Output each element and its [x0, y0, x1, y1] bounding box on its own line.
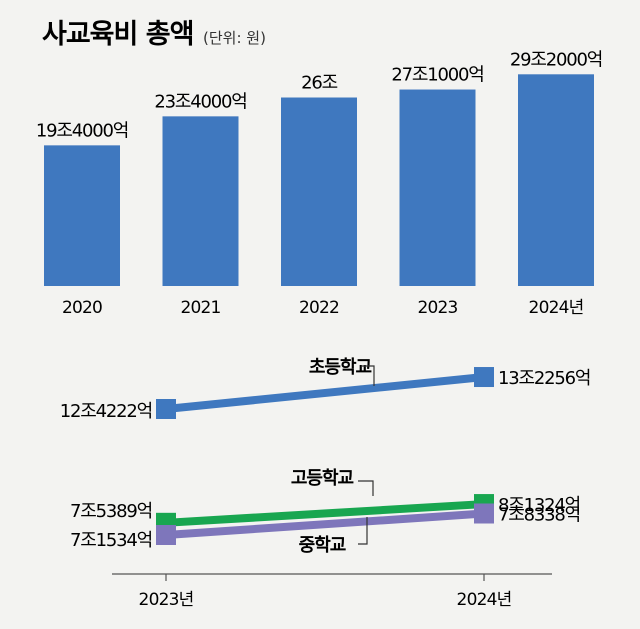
x-tick-label: 2024년: [529, 298, 584, 318]
bar-value-label: 19조4000억: [36, 120, 128, 141]
bar-2021: [162, 116, 239, 286]
bar-value-label: 23조4000억: [154, 91, 246, 112]
chart-title: 사교육비 총액: [42, 19, 193, 50]
x-tick-label: 2023년: [139, 590, 194, 610]
series-leader-line: [358, 480, 374, 496]
series-line-초등학교: [165, 373, 485, 413]
series-value-label: 7조8338억: [498, 504, 580, 525]
series-value-label: 7조5389억: [70, 501, 152, 522]
series-value-label: 12조4222억: [60, 401, 152, 422]
series-value-label: 8조1324억: [498, 495, 580, 516]
x-tick-label: 2020: [62, 298, 102, 318]
series-marker: [474, 367, 494, 388]
series-line-중학교: [165, 509, 485, 539]
x-tick-label: 2022: [299, 298, 339, 318]
bar-2022: [281, 97, 357, 286]
series-leader-line: [362, 365, 375, 386]
series-name-label: 중학교: [299, 534, 346, 556]
series-leader-line: [358, 517, 368, 545]
series-name-label: 고등학교: [291, 467, 354, 489]
bar-2024년: [518, 74, 594, 286]
x-tick-label: 2021: [180, 298, 220, 318]
series-marker: [156, 399, 176, 419]
bar-value-label: 29조2000억: [510, 49, 602, 70]
line-chart: 2023년 2024년 12조4222억 13조2256억 초등학교 7조5389억 8조1…: [60, 356, 592, 610]
bar-2020: [44, 145, 120, 286]
series-value-label: 13조2256억: [498, 368, 590, 389]
series-name-label: 초등학교: [309, 356, 372, 378]
x-tick-label: 2023: [417, 298, 457, 318]
series-marker: [156, 525, 176, 545]
bar-value-label: 26조: [301, 73, 338, 94]
chart-unit: (단위: 원): [203, 29, 266, 47]
series-value-label: 7조1534억: [70, 530, 152, 551]
series-line-고등학교: [165, 500, 485, 527]
bar-chart: 19조4000억 2020 23조4000억 2021 26조 2022 27조1000억 2…: [36, 49, 603, 318]
x-tick-label: 2024년: [457, 590, 512, 610]
series-marker: [474, 503, 494, 524]
bar-2023: [399, 89, 476, 287]
bar-value-label: 27조1000억: [391, 65, 483, 86]
